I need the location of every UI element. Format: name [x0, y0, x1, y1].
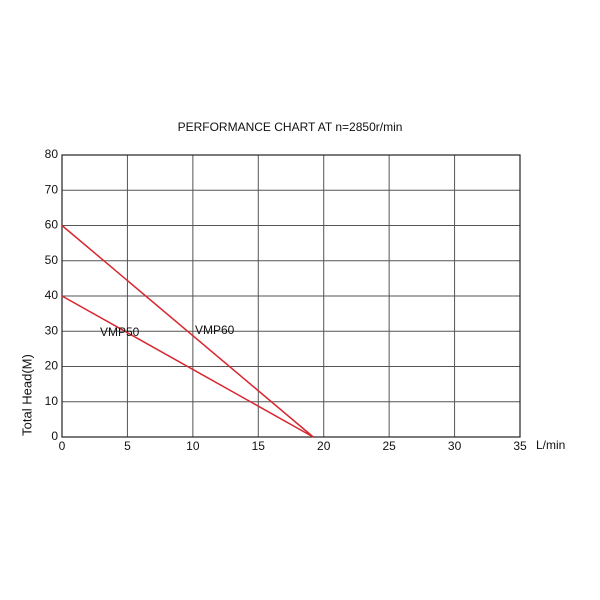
x-tick-label: 35 [513, 439, 527, 453]
y-tick-label: 70 [45, 182, 59, 196]
x-tick-label: 0 [59, 439, 66, 453]
x-tick-label: 10 [186, 439, 200, 453]
y-tick-label: 60 [45, 218, 59, 232]
series-line [61, 295, 314, 438]
x-tick-label: 5 [124, 439, 131, 453]
x-tick-label: 30 [448, 439, 462, 453]
y-tick-label: 80 [45, 147, 59, 161]
x-tick-label: 15 [252, 439, 266, 453]
x-tick-label: 20 [317, 439, 331, 453]
y-tick-label: 30 [45, 323, 59, 337]
series-label: VMP50 [100, 325, 140, 339]
y-tick-label: 20 [45, 359, 59, 373]
x-axis-label: L/min [536, 438, 565, 452]
y-axis-label: Total Head(M) [19, 354, 34, 436]
chart-title: PERFORMANCE CHART AT n=2850r/min [178, 120, 403, 134]
y-tick-label: 10 [45, 394, 59, 408]
series-line [61, 224, 314, 438]
y-tick-label: 40 [45, 288, 59, 302]
y-tick-label: 0 [51, 429, 58, 443]
y-tick-label: 50 [45, 253, 59, 267]
series-label: VMP60 [195, 323, 235, 337]
x-tick-label: 25 [382, 439, 396, 453]
